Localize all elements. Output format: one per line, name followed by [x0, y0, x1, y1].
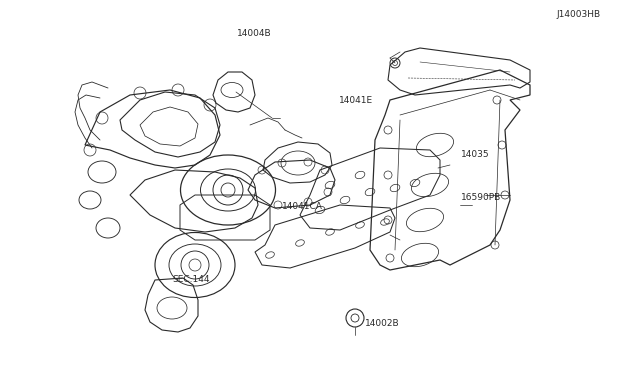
Text: 14035: 14035	[461, 150, 490, 159]
Text: 14002B: 14002B	[365, 319, 399, 328]
Text: SEC.144: SEC.144	[173, 275, 211, 283]
Text: 14004B: 14004B	[237, 29, 271, 38]
Text: 16590PB: 16590PB	[461, 193, 501, 202]
Text: J14003HB: J14003HB	[557, 10, 601, 19]
Text: 14041E: 14041E	[339, 96, 373, 105]
Text: 14041CA: 14041CA	[282, 202, 323, 211]
